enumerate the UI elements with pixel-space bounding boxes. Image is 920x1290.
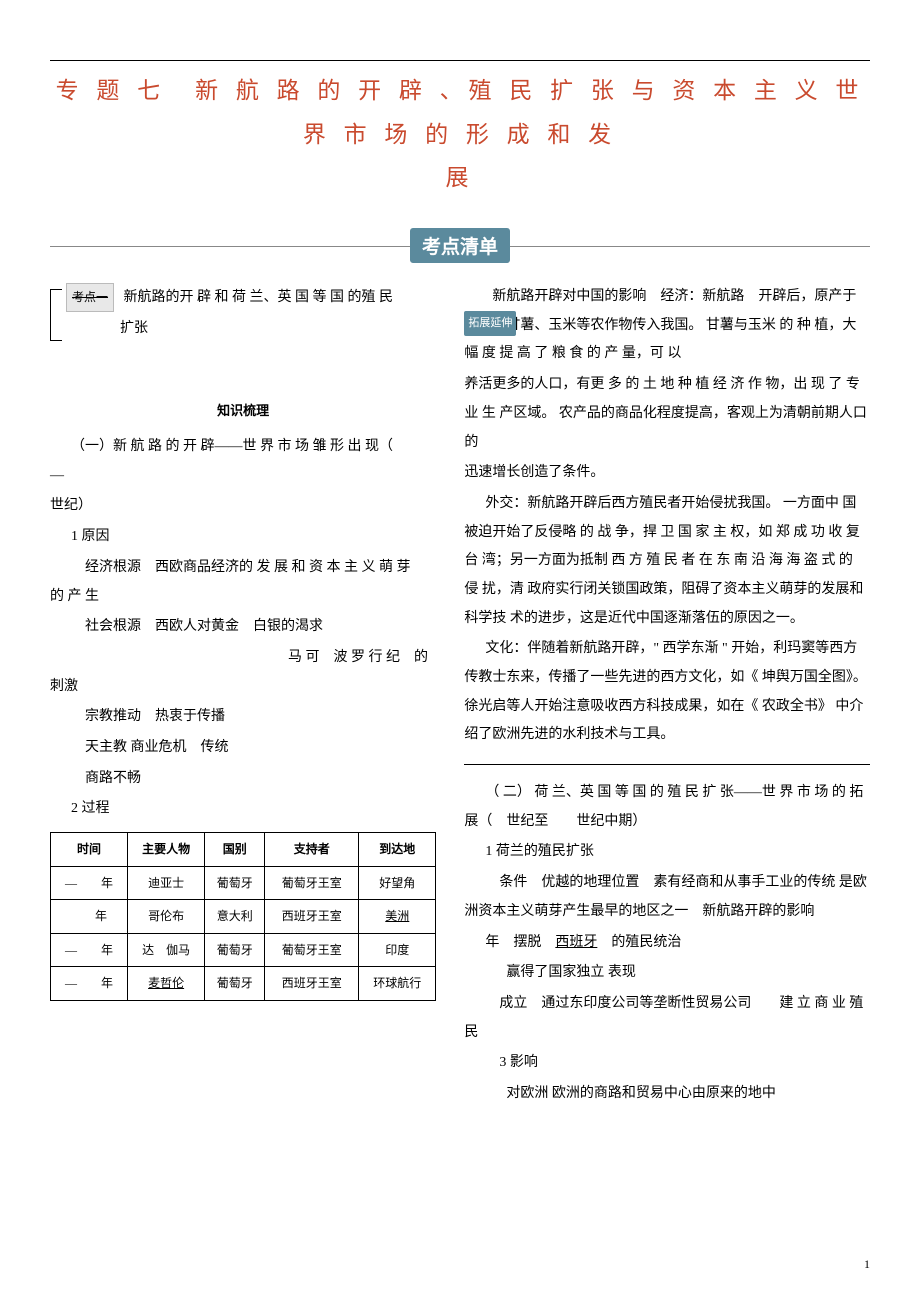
cell: 印度 [359, 933, 436, 967]
cell: — 年 [51, 933, 128, 967]
cell: 迪亚士 [128, 866, 205, 900]
s2-1b: 年 摆脱 西班牙 的殖民统治 [464, 929, 870, 958]
th-time: 时间 [51, 833, 128, 867]
cell: — 年 [51, 866, 128, 900]
s2-1c: 赢得了国家独立 表现 [464, 959, 870, 988]
s1-text: （一）新 航 路 的 开 辟——世 界 市 场 雏 形 出 现（ — [50, 439, 463, 483]
table-row: — 年 迪亚士 葡萄牙 葡萄牙王室 好望角 [51, 866, 436, 900]
r-p3: 文化：伴随着新航路开辟，" 西学东渐 " 开始，利玛窦等西方 传教士东来，传播了… [464, 635, 870, 750]
cell: 葡萄牙王室 [265, 933, 359, 967]
banner-label: 考点清单 [410, 228, 510, 263]
table-row: — 年 麦哲伦 葡萄牙 西班牙王室 环球航行 [51, 967, 436, 1001]
page-number: 1 [864, 1257, 870, 1272]
r-p1c: 迅速增长创造了条件。 [464, 459, 870, 488]
kaodian-tag: 考点一 [66, 283, 114, 312]
cell: 西班牙王室 [265, 900, 359, 934]
s1-item2: 2 过程 [50, 795, 436, 824]
title-line2: 展 [446, 165, 475, 190]
cell: 葡萄牙 [205, 933, 265, 967]
table-row: — 年 达 伽马 葡萄牙 葡萄牙王室 印度 [51, 933, 436, 967]
s2-3a: 对欧洲 欧洲的商路和贸易中心由原来的地中 [464, 1080, 870, 1109]
right-column: 拓展延伸 新航路开辟对中国的影响 经济：新航路 开辟后，原产于美洲的甘薯、玉米等… [464, 283, 870, 1111]
cell: 西班牙王室 [265, 967, 359, 1001]
s2-1b-u: 西班牙 [555, 935, 597, 950]
s2-1d: 成立 通过东印度公司等垄断性贸易公司 建 立 商 业 殖 民 [464, 990, 870, 1047]
cell: 年 [51, 900, 128, 934]
s1-1f: 商路不畅 [50, 765, 436, 794]
voyages-table: 时间 主要人物 国别 支持者 到达地 — 年 迪亚士 葡萄牙 葡萄牙王室 好望角… [50, 832, 436, 1001]
s2-3: 3 影响 [464, 1049, 870, 1078]
tuozhan-tag: 拓展延伸 [464, 311, 516, 336]
cell: 葡萄牙 [205, 866, 265, 900]
s1-1b: 社会根源 西欧人对黄金 白银的渴求 [50, 613, 436, 642]
s2-title: （ 二） 荷 兰、英 国 等 国 的 殖 民 扩 张——世 界 市 场 的 拓 … [464, 779, 870, 836]
cell: — 年 [51, 967, 128, 1001]
cell: 哥伦布 [128, 900, 205, 934]
cell: 美洲 [359, 900, 436, 934]
s1-tail: 世纪） [50, 492, 436, 521]
s1-1a: 经济根源 西欧商品经济的 发 展 和 资 本 主 义 萌 芽 的 产 生 [50, 554, 436, 611]
content-columns: 考点一 新航路的开 辟 和 荷 兰、英 国 等 国 的殖 民 扩张 知识梳理 （… [50, 283, 870, 1111]
banner-wrap: 考点清单 [50, 228, 870, 263]
th-dest: 到达地 [359, 833, 436, 867]
s1-1d: 宗教推动 热衷于传播 [50, 703, 436, 732]
cell: 达 伽马 [128, 933, 205, 967]
r-p1b: 养活更多的人口，有更 多 的 土 地 种 植 经 济 作 物，出 现 了 专 业… [464, 371, 870, 457]
th-supporter: 支持者 [265, 833, 359, 867]
left-column: 考点一 新航路的开 辟 和 荷 兰、英 国 等 国 的殖 民 扩张 知识梳理 （… [50, 283, 436, 1111]
kaodian-text1: 新航路的开 辟 和 荷 兰、英 国 等 国 的殖 民 [124, 290, 394, 305]
page-title: 专 题 七 新 航 路 的 开 辟 、殖 民 扩 张 与 资 本 主 义 世 界… [50, 69, 870, 200]
table-row: 年 哥伦布 意大利 西班牙王室 美洲 [51, 900, 436, 934]
cell: 意大利 [205, 900, 265, 934]
bracket-icon [50, 289, 62, 341]
kaodian-line2: 扩张 [66, 315, 436, 344]
s1-1c: 马 可 波 罗 行 纪 的刺激 [50, 644, 436, 701]
th-country: 国别 [205, 833, 265, 867]
title-line1: 专 题 七 新 航 路 的 开 辟 、殖 民 扩 张 与 资 本 主 义 世 界… [56, 78, 865, 147]
s1-1e: 天主教 商业危机 传统 [50, 734, 436, 763]
cell: 葡萄牙王室 [265, 866, 359, 900]
s2-1b-pre: 年 摆脱 [485, 935, 555, 950]
s2-1b-post: 的殖民统治 [597, 935, 681, 950]
cell: 好望角 [359, 866, 436, 900]
th-person: 主要人物 [128, 833, 205, 867]
s2-1a: 条件 优越的地理位置 素有经商和从事手工业的传统 是欧洲资本主义萌芽产生最早的地… [464, 869, 870, 926]
section1-title: （一）新 航 路 的 开 辟——世 界 市 场 雏 形 出 现（ — [50, 433, 436, 490]
cell: 葡萄牙 [205, 967, 265, 1001]
kaodian-block: 考点一 新航路的开 辟 和 荷 兰、英 国 等 国 的殖 民 扩张 [50, 283, 436, 343]
tuozhan-block: 拓展延伸 新航路开辟对中国的影响 经济：新航路 开辟后，原产于美洲的甘薯、玉米等… [464, 283, 870, 369]
r-p2: 外交：新航路开辟后西方殖民者开始侵扰我国。 一方面中 国被迫开始了反侵略 的 战… [464, 490, 870, 633]
kaodian-line1: 考点一 新航路的开 辟 和 荷 兰、英 国 等 国 的殖 民 [66, 283, 436, 313]
header-rule [50, 60, 870, 61]
divider-rule [464, 764, 870, 765]
s2-1: 1 荷兰的殖民扩张 [464, 838, 870, 867]
zhishi-heading: 知识梳理 [50, 398, 436, 425]
cell: 环球航行 [359, 967, 436, 1001]
table-header-row: 时间 主要人物 国别 支持者 到达地 [51, 833, 436, 867]
s1-item1: 1 原因 [50, 523, 436, 552]
r-p1a: 新航路开辟对中国的影响 经济：新航路 开辟后，原产于美洲的甘薯、玉米等农作物传入… [464, 283, 870, 369]
cell: 麦哲伦 [128, 967, 205, 1001]
